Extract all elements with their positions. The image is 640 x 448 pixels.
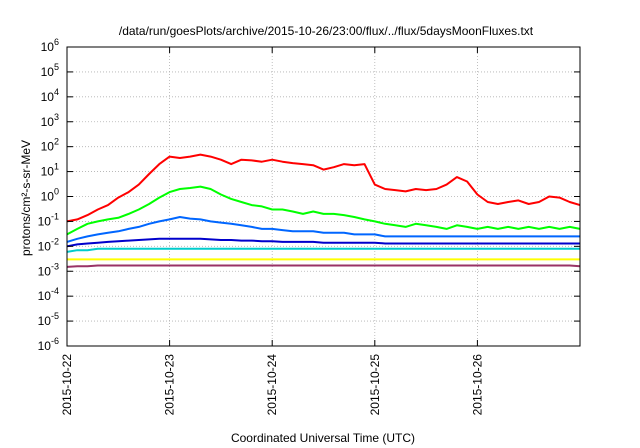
y-tick-label: 10-1	[38, 211, 59, 228]
x-axis-ticks: 2015-10-22 2015-10-23 2015-10-24 2015-10-25…	[60, 47, 484, 415]
y-tick-label: 101	[41, 162, 59, 179]
y-tick-label: 10-4	[38, 286, 59, 303]
y-tick-label: 104	[41, 87, 59, 104]
grid-lines	[67, 47, 580, 346]
series-line-1	[66, 153, 581, 223]
series-line-7	[66, 264, 581, 268]
y-tick-label: 10-5	[38, 311, 59, 328]
x-tick-label: 2015-10-26	[470, 354, 484, 416]
x-tick-label: 2015-10-22	[60, 354, 74, 416]
y-tick-label: 10-3	[38, 261, 59, 278]
x-tick-label: 2015-10-23	[163, 354, 177, 416]
data-series	[66, 153, 581, 268]
chart-title: /data/run/goesPlots/archive/2015-10-26/2…	[119, 24, 534, 38]
y-tick-label: 106	[41, 37, 59, 54]
y-tick-label: 100	[41, 187, 59, 204]
series-line-2	[66, 185, 581, 236]
y-axis-label: protons/cm²-s-sr-MeV	[19, 140, 33, 256]
series-line-4	[66, 237, 580, 248]
x-axis-label: Coordinated Universal Time (UTC)	[231, 431, 415, 445]
plot-frame	[66, 46, 581, 347]
series-line-5	[66, 247, 580, 253]
series-line-3	[66, 216, 580, 243]
y-axis-ticks: 10-6 10-5 10-4 10-3 10-2 10-1 100 101 102 103 104 1…	[38, 37, 580, 353]
y-tick-label: 102	[41, 137, 59, 154]
y-tick-label: 105	[41, 62, 59, 79]
x-tick-label: 2015-10-24	[265, 354, 279, 416]
y-tick-label: 103	[41, 112, 59, 129]
x-tick-label: 2015-10-25	[368, 354, 382, 416]
y-tick-label: 10-6	[38, 336, 59, 353]
y-tick-label: 10-2	[38, 236, 59, 253]
